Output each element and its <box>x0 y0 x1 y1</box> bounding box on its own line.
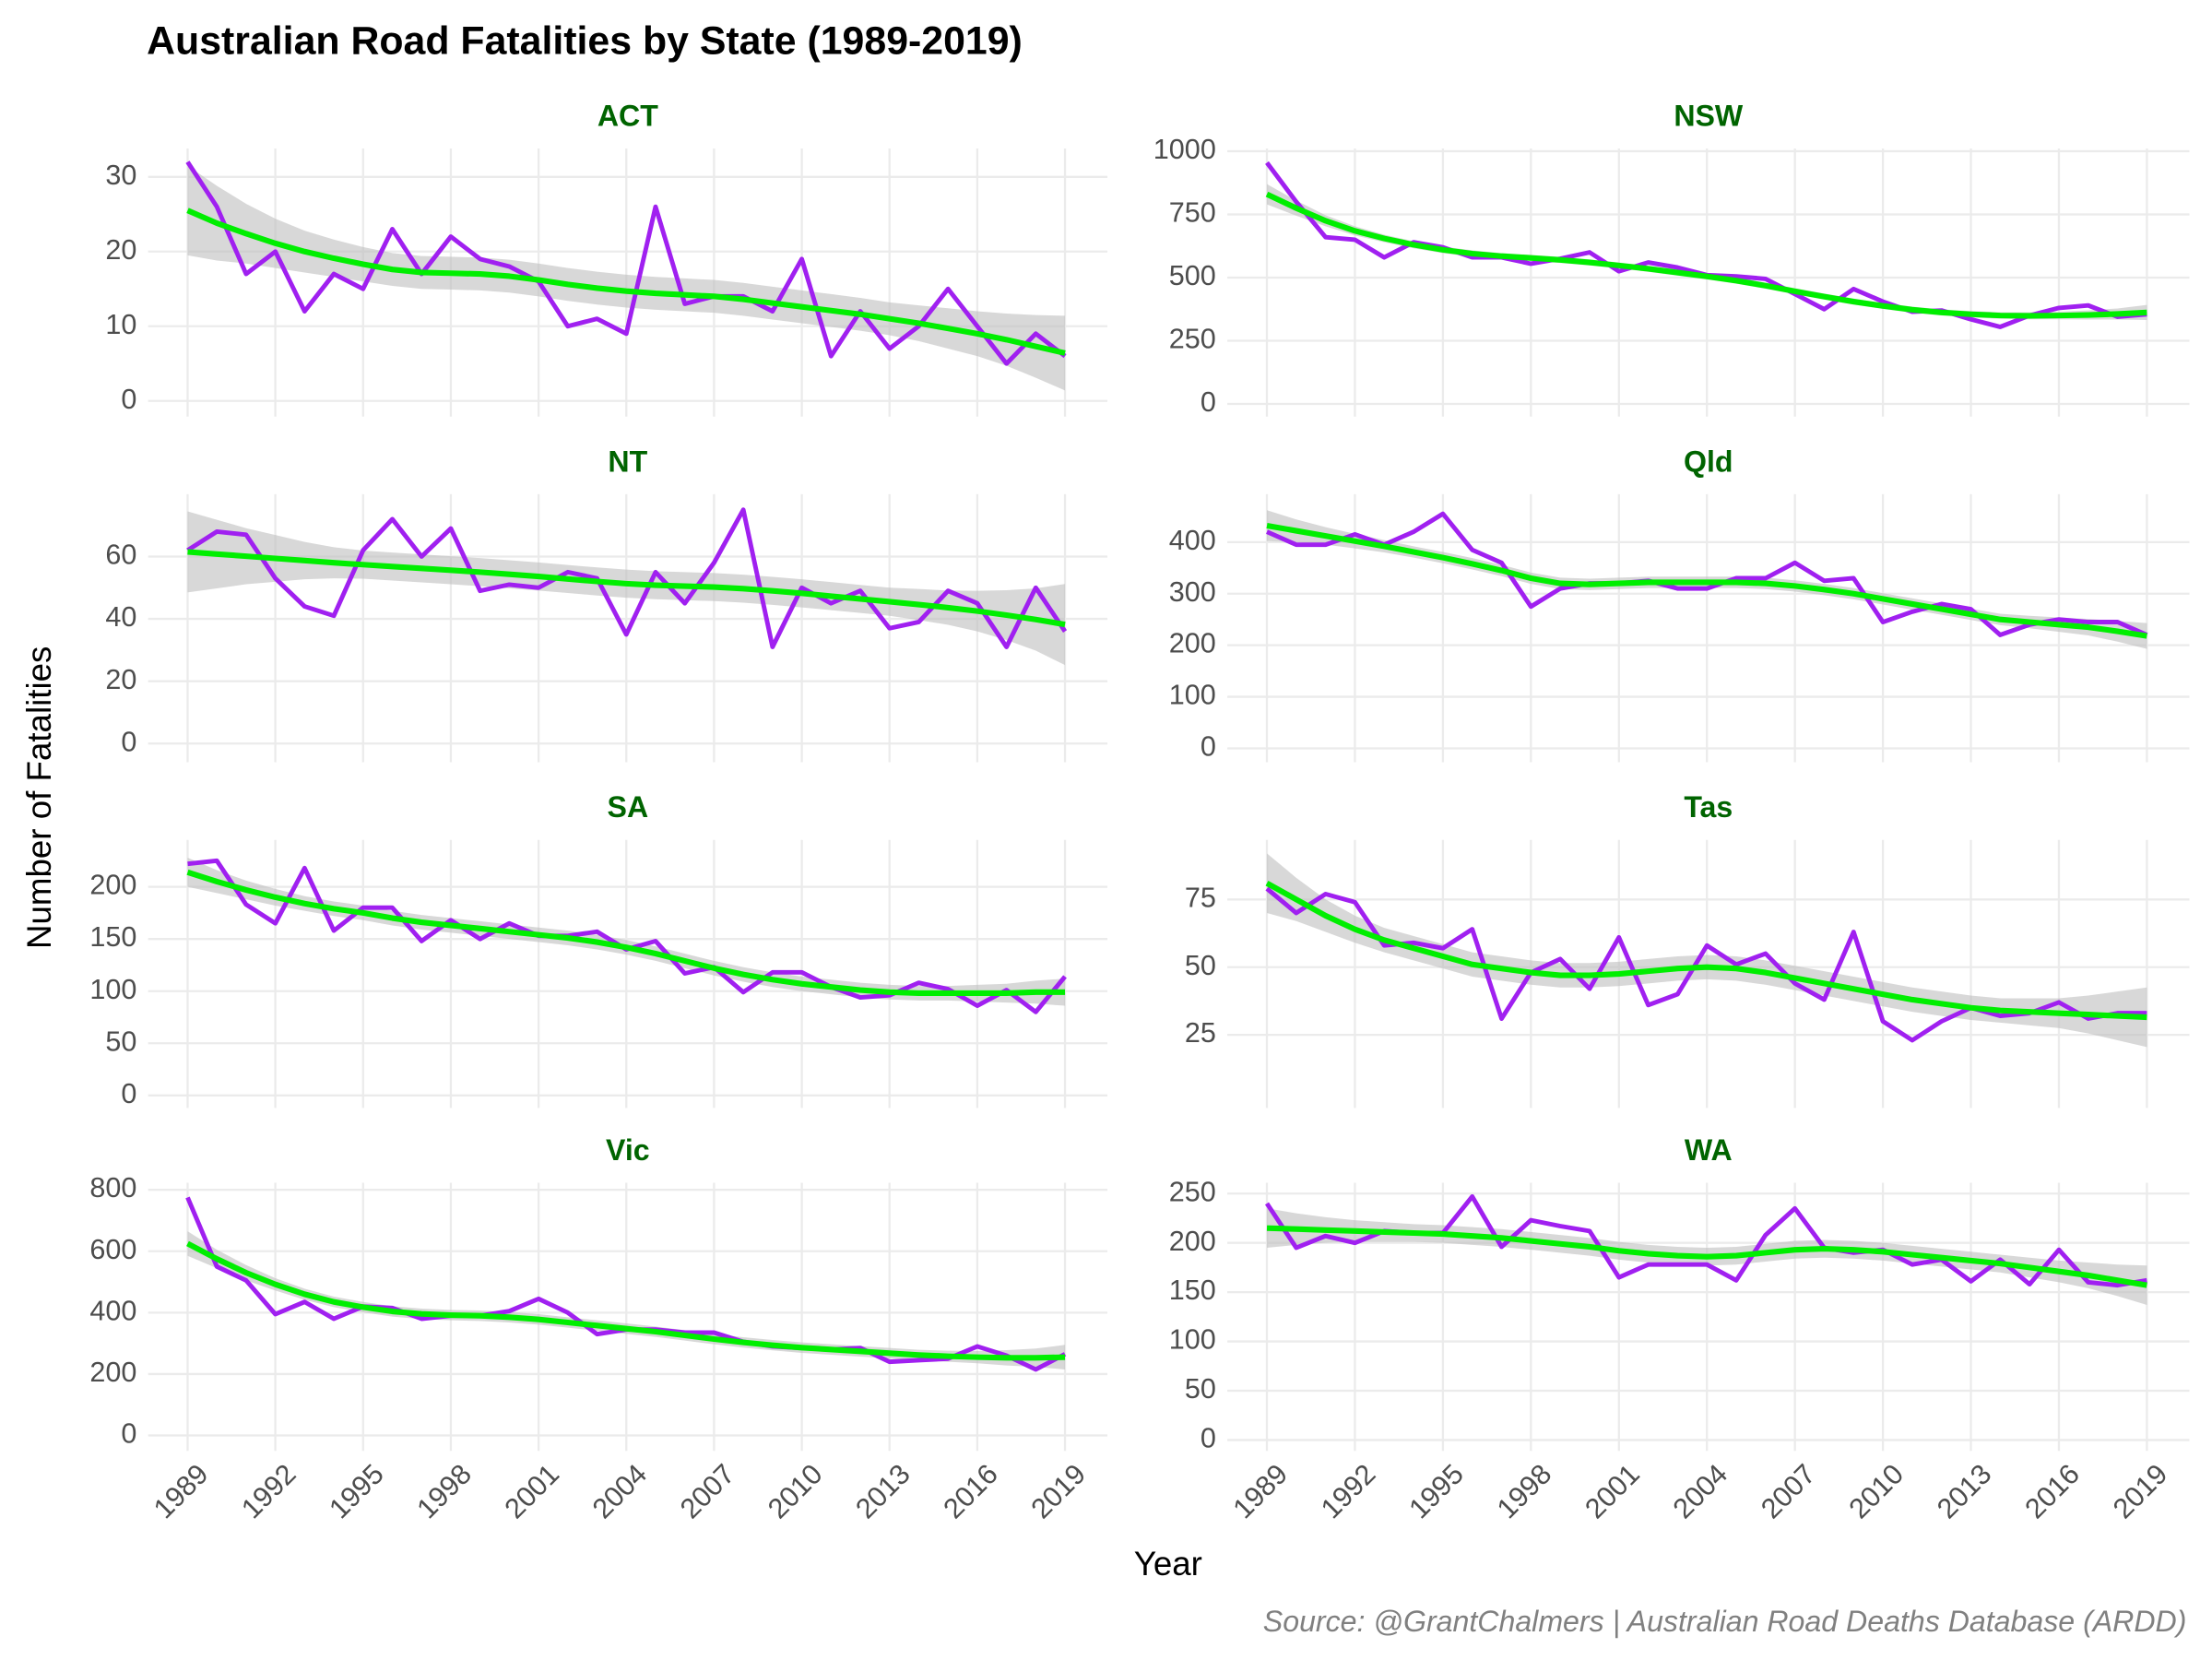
y-tick-label: 75 <box>1185 882 1216 913</box>
y-tick-label: 0 <box>121 384 136 415</box>
y-tick-label: 50 <box>1185 950 1216 981</box>
trend-line <box>1266 522 2147 639</box>
y-tick-label: 200 <box>89 1357 136 1388</box>
y-tick-label: 200 <box>1169 1226 1216 1257</box>
y-tick-label: 150 <box>89 921 136 953</box>
y-tick-label: 150 <box>1169 1275 1216 1306</box>
y-tick-label: 800 <box>89 1172 136 1204</box>
y-tick-label: 100 <box>89 974 136 1005</box>
panel-title: WA <box>1685 1133 1733 1167</box>
confidence-band <box>187 165 1066 391</box>
trend-line <box>1265 191 2147 319</box>
y-tick-label: 0 <box>121 1418 136 1450</box>
x-axis-label: Year <box>1134 1545 1202 1583</box>
y-axis-label: Number of Fatalities <box>20 646 58 949</box>
panel-title: Vic <box>606 1133 650 1167</box>
panel-title: Qld <box>1684 445 1733 478</box>
caption: Source: @GrantChalmers | Australian Road… <box>1263 1605 2187 1638</box>
y-tick-label: 500 <box>1169 260 1216 291</box>
panel-title: SA <box>608 790 649 824</box>
y-tick-label: 0 <box>1201 386 1216 418</box>
y-tick-label: 20 <box>105 234 136 266</box>
y-tick-label: 200 <box>1169 628 1216 659</box>
confidence-band <box>1267 853 2147 1048</box>
y-tick-label: 300 <box>1169 576 1216 608</box>
panel-title: Tas <box>1684 790 1733 824</box>
y-tick-label: 400 <box>1169 525 1216 556</box>
y-tick-label: 25 <box>1185 1017 1216 1049</box>
y-tick-label: 0 <box>1201 1423 1216 1454</box>
confidence-band <box>1267 510 2147 649</box>
y-tick-label: 10 <box>105 309 136 340</box>
y-tick-label: 50 <box>105 1026 136 1057</box>
trend-line <box>187 549 1066 628</box>
y-tick-label: 50 <box>1185 1373 1216 1405</box>
chart-title: Australian Road Fatalities by State (198… <box>147 19 1023 64</box>
data-line <box>1265 886 2147 1043</box>
panel-title: NT <box>608 445 647 478</box>
y-tick-label: 60 <box>105 540 136 571</box>
y-tick-label: 200 <box>89 870 136 901</box>
y-tick-label: 600 <box>89 1234 136 1265</box>
trend-line <box>1266 1225 2147 1288</box>
y-tick-label: 0 <box>121 726 136 757</box>
data-line <box>186 507 1068 649</box>
y-tick-label: 20 <box>105 664 136 695</box>
y-tick-label: 400 <box>89 1295 136 1326</box>
panel-title: NSW <box>1674 100 1744 133</box>
data-line <box>1266 511 2148 637</box>
y-tick-label: 40 <box>105 601 136 633</box>
y-tick-label: 1000 <box>1153 134 1216 165</box>
panel-title: ACT <box>597 100 658 133</box>
y-tick-label: 100 <box>1169 680 1216 711</box>
y-tick-label: 100 <box>1169 1324 1216 1356</box>
trend-line <box>186 1240 1066 1361</box>
y-tick-label: 750 <box>1169 197 1216 229</box>
data-line <box>185 160 1067 366</box>
y-tick-label: 0 <box>1201 731 1216 763</box>
trend-line <box>1265 881 2147 1021</box>
y-tick-label: 30 <box>105 160 136 191</box>
y-tick-label: 250 <box>1169 324 1216 355</box>
trend-line <box>186 208 1066 356</box>
confidence-band <box>187 511 1066 666</box>
y-tick-label: 250 <box>1169 1176 1216 1207</box>
trend-line <box>186 869 1066 997</box>
y-tick-label: 0 <box>121 1078 136 1109</box>
